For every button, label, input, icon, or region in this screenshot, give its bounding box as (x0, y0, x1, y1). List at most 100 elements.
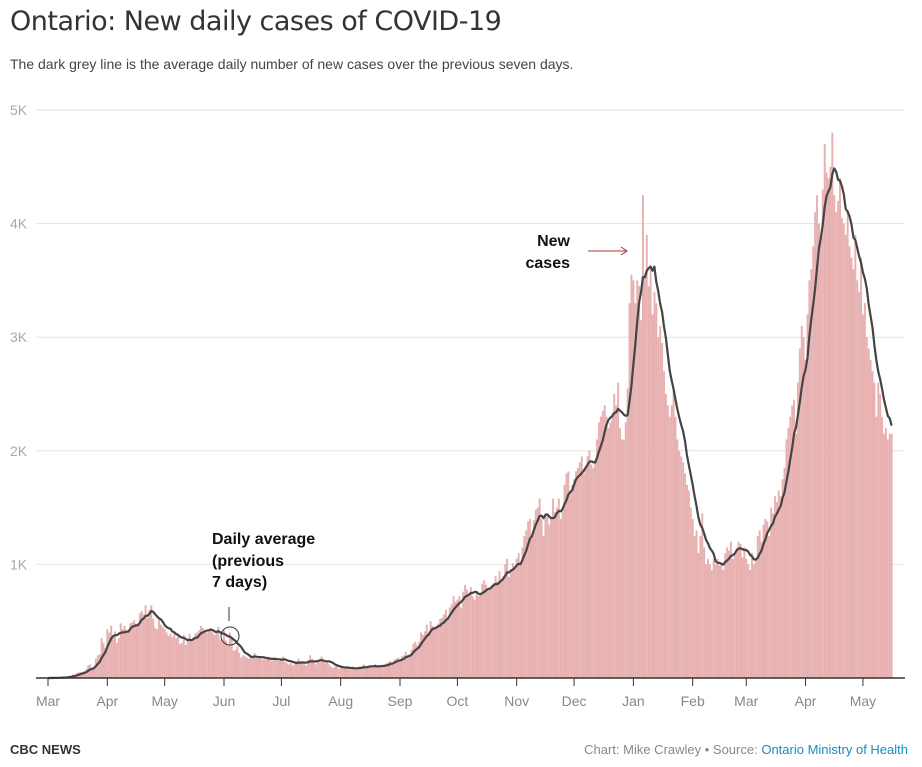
bar (559, 518, 562, 678)
bar (464, 584, 467, 678)
bar (223, 630, 225, 678)
bar (840, 217, 843, 679)
bar (247, 658, 250, 678)
bar (94, 658, 97, 678)
bar (565, 473, 568, 678)
y-tick-label: 1K (10, 556, 28, 572)
bar (641, 195, 644, 678)
bar (492, 582, 495, 678)
bar (860, 257, 863, 678)
bar (563, 484, 566, 678)
bar (779, 496, 782, 678)
bar (768, 536, 771, 678)
bar (439, 618, 442, 678)
bar (356, 667, 359, 678)
bar (429, 621, 432, 678)
bar (272, 657, 275, 678)
bar (705, 564, 708, 678)
bar (479, 595, 482, 678)
bar (687, 490, 690, 678)
x-tick-label: May (151, 693, 177, 709)
bar (240, 657, 243, 678)
bar (762, 524, 765, 678)
bar (425, 624, 428, 678)
bar (179, 643, 181, 678)
bar (812, 246, 815, 678)
bar (200, 625, 203, 678)
bar (368, 666, 371, 678)
bar (724, 553, 727, 678)
bar (125, 630, 128, 678)
bar (747, 564, 750, 678)
bar (372, 666, 375, 678)
bar (513, 566, 516, 678)
bar (798, 348, 801, 678)
bar (91, 668, 93, 678)
annotation-daily-average: Daily average (previous 7 days) (212, 531, 315, 646)
bar (764, 518, 767, 678)
bar (806, 314, 809, 678)
bar (576, 467, 579, 678)
bar (781, 479, 784, 678)
bar (332, 667, 335, 678)
bar (286, 663, 289, 678)
bar (142, 614, 145, 678)
bar (848, 246, 851, 678)
bar (397, 657, 400, 678)
bar (408, 654, 411, 678)
bar (127, 632, 130, 678)
bar (544, 513, 547, 678)
bar (299, 663, 302, 678)
bar (377, 665, 380, 678)
bar (710, 570, 713, 678)
bar (611, 413, 614, 678)
bar (349, 670, 352, 678)
bar (192, 637, 195, 678)
bar (557, 498, 560, 678)
bar (676, 439, 679, 678)
bar (523, 536, 526, 678)
bar (628, 303, 631, 678)
bar (282, 656, 285, 678)
bar (360, 666, 363, 678)
bar (737, 541, 740, 678)
bar (666, 405, 669, 678)
bar (596, 439, 599, 678)
bar (83, 671, 86, 678)
bar (741, 557, 744, 678)
bar (752, 564, 755, 678)
bar (257, 658, 260, 678)
bar (138, 613, 141, 678)
bar (567, 471, 570, 678)
bar (182, 634, 185, 678)
bar (465, 589, 468, 678)
annotation-avg-line3: 7 days) (212, 574, 267, 591)
bar (475, 592, 478, 678)
bar (772, 513, 775, 678)
bar (632, 280, 635, 678)
bar (154, 628, 157, 678)
bar (140, 610, 143, 678)
bar (389, 660, 392, 678)
bar (481, 583, 484, 678)
bar (244, 656, 247, 678)
bar (339, 666, 342, 678)
bar (173, 631, 176, 678)
source-link[interactable]: Ontario Ministry of Health (761, 742, 908, 757)
bar (203, 631, 206, 678)
x-tick-label: May (850, 693, 876, 709)
bar (886, 439, 889, 678)
bar (163, 629, 166, 678)
bar (508, 576, 511, 678)
bar (152, 618, 155, 678)
bar (678, 450, 681, 678)
bar (527, 521, 530, 678)
bar (636, 280, 639, 678)
bar (431, 625, 434, 678)
bar (789, 416, 792, 678)
x-tick-label: Jun (213, 693, 236, 709)
bar (462, 591, 465, 678)
bar (188, 633, 191, 678)
bar (362, 664, 365, 678)
